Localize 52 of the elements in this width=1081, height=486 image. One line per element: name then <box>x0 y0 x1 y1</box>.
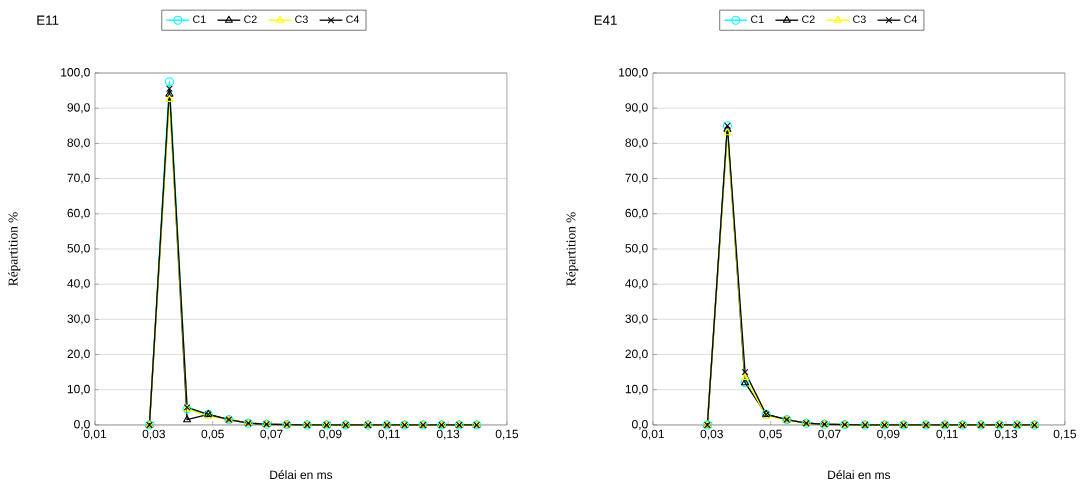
x-tick-label: 0,09 <box>877 429 900 440</box>
y-tick-label: 60,0 <box>625 208 648 219</box>
x-axis-title: Délai en ms <box>828 470 891 480</box>
x-tick-label: 0,07 <box>818 429 841 440</box>
x-tick-label: 0,03 <box>142 429 165 440</box>
legend-label: C3 <box>853 15 866 24</box>
y-tick-label: 30,0 <box>67 314 90 325</box>
y-tick-label: 0,0 <box>632 420 648 430</box>
x-tick-label: 0,13 <box>994 429 1018 440</box>
x-axis-title: Délai en ms <box>270 470 333 480</box>
x-tick-label: 0,15 <box>1053 429 1077 440</box>
x-tick-label: 0,11 <box>936 429 958 440</box>
y-axis-title: Répartition % <box>566 212 579 286</box>
legend-label: C1 <box>193 15 206 24</box>
y-tick-label: 20,0 <box>625 349 648 360</box>
y-tick-label: 80,0 <box>625 138 648 149</box>
legend-label: C4 <box>904 15 917 24</box>
x-tick-label: 0,01 <box>641 429 665 440</box>
x-tick-label: 0,09 <box>319 429 342 440</box>
y-tick-label: 30,0 <box>625 314 648 325</box>
y-tick-label: 90,0 <box>625 103 648 114</box>
x-tick-label: 0,13 <box>436 429 460 440</box>
y-tick-label: 50,0 <box>625 244 648 254</box>
y-tick-label: 50,0 <box>67 244 90 254</box>
x-tick-label: 0,11 <box>378 429 400 440</box>
y-tick-label: 40,0 <box>625 279 648 290</box>
legend-label: C3 <box>295 15 308 24</box>
x-tick-label: 0,05 <box>759 429 782 440</box>
x-tick-label: 0,15 <box>495 429 519 440</box>
y-tick-label: 10,0 <box>67 384 90 395</box>
chart-title: E11 <box>37 15 59 25</box>
y-tick-label: 90,0 <box>67 103 90 114</box>
legend-label: C4 <box>346 15 360 24</box>
y-tick-label: 0,0 <box>74 420 90 430</box>
y-tick-label: 60,0 <box>67 208 90 219</box>
x-tick-label: 0,01 <box>83 429 107 440</box>
y-tick-label: 20,0 <box>67 349 90 360</box>
y-tick-label: 80,0 <box>67 138 90 149</box>
y-tick-label: 100,0 <box>61 68 90 78</box>
y-tick-label: 100,0 <box>619 68 648 78</box>
y-tick-label: 40,0 <box>67 279 90 290</box>
x-tick-label: 0,05 <box>201 429 224 440</box>
x-tick-label: 0,07 <box>260 429 283 440</box>
legend-label: C2 <box>802 15 815 24</box>
y-tick-label: 70,0 <box>67 173 90 184</box>
chart-title: E41 <box>594 15 617 25</box>
legend-label: C2 <box>244 15 257 24</box>
y-tick-label: 10,0 <box>625 384 648 395</box>
x-tick-label: 0,03 <box>700 429 723 440</box>
y-axis-title: Répartition % <box>8 212 21 286</box>
y-tick-label: 70,0 <box>625 173 648 184</box>
legend-label: C1 <box>751 15 764 24</box>
